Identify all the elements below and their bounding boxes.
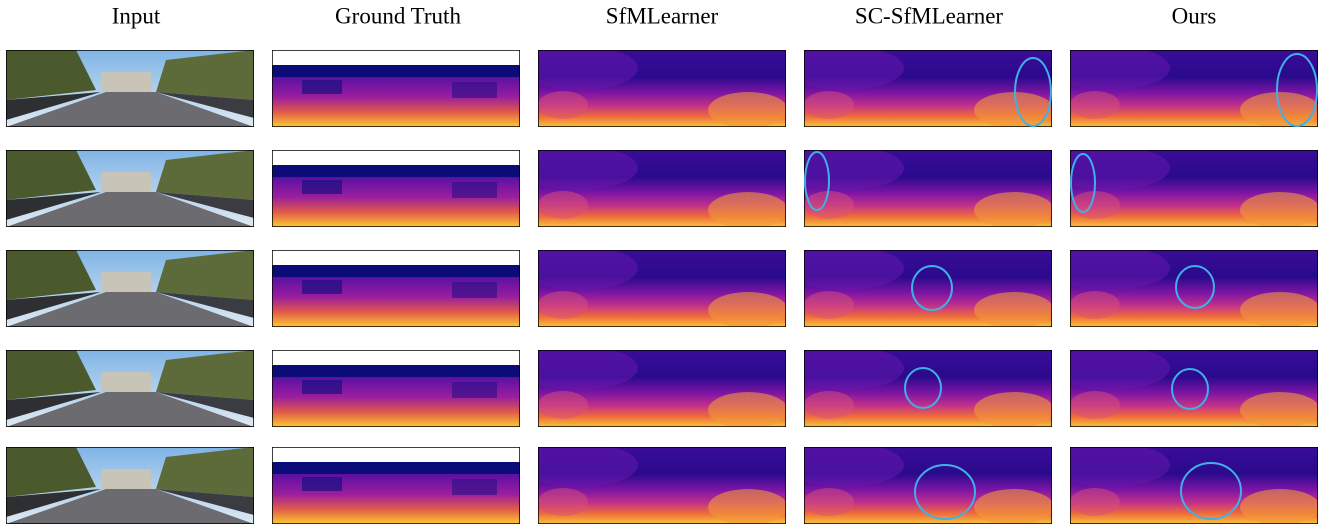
depth-map [1050,346,1320,428]
input-image [6,350,254,427]
input-image [6,447,254,524]
image-grid [6,46,1320,525]
depth-map [518,46,788,128]
depth-map [1050,46,1320,128]
depth-map [518,246,788,328]
depth-map [784,46,1054,128]
column-header: SC-SfMLearner [855,3,1004,28]
depth-map [1050,246,1320,328]
column-header: Ground Truth [335,3,461,28]
depth-map [784,246,1054,328]
depth-map [784,346,1054,428]
column-header: SfMLearner [606,3,719,28]
ground-truth-image [272,150,520,227]
ground-truth-image [272,350,520,427]
figure: Input Ground Truth SfMLearner SC-SfMLear… [0,0,1322,525]
column-header: Ours [1172,3,1217,28]
depth-map [518,146,788,228]
input-image [6,150,254,227]
depth-map [518,346,788,428]
ground-truth-image [272,250,520,327]
ground-truth-image [272,447,520,524]
column-header: Input [112,3,161,28]
depth-map [784,443,1054,525]
depth-map [518,443,788,525]
input-image [6,250,254,327]
input-image [6,50,254,127]
depth-map [1050,443,1320,525]
figure-canvas: Input Ground Truth SfMLearner SC-SfMLear… [0,0,1322,525]
ground-truth-image [272,50,520,127]
